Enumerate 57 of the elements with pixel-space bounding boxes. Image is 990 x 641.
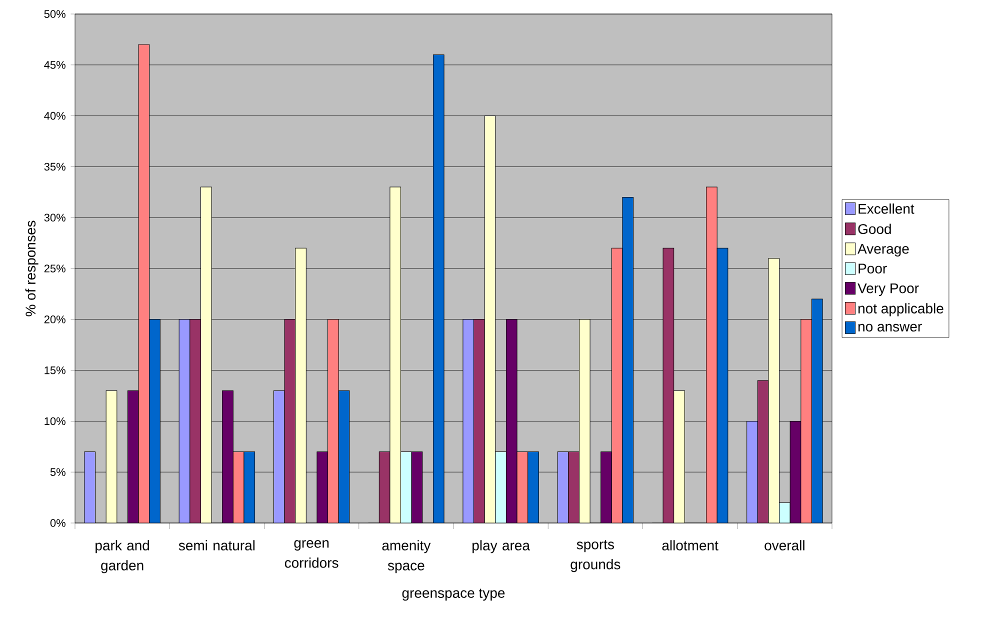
bar — [800, 319, 812, 523]
bar — [757, 380, 769, 523]
x-tick-label: semi natural — [178, 540, 255, 550]
x-tick-label: sports grounds — [570, 540, 620, 572]
x-tick-label: park and garden — [96, 540, 150, 574]
bar — [273, 390, 285, 523]
y-tick-label: 5% — [50, 468, 66, 476]
bar — [506, 319, 518, 523]
bar — [316, 451, 328, 523]
x-tick-label: green corridors — [284, 540, 338, 568]
legend-label: Excellent — [858, 204, 914, 214]
bar — [611, 248, 623, 523]
x-axis-title: greenspace type — [402, 588, 505, 601]
bar — [600, 451, 612, 523]
bar — [557, 451, 569, 523]
bar — [516, 451, 528, 523]
y-tick-label: 50% — [44, 10, 66, 18]
bar — [138, 44, 150, 523]
legend-label: Average — [858, 244, 909, 257]
legend-label: Very Poor — [858, 283, 919, 296]
y-tick-label: 0% — [50, 519, 66, 527]
bar — [462, 319, 474, 523]
bar — [706, 186, 718, 523]
legend-label: Poor — [858, 264, 887, 274]
y-axis-title: % of responses — [25, 220, 38, 316]
y-tick-label: 25% — [44, 264, 66, 272]
bar — [746, 420, 758, 523]
bar — [284, 319, 296, 523]
legend-label: not applicable — [858, 303, 944, 316]
bar — [411, 451, 423, 523]
y-tick-label: 15% — [44, 366, 66, 374]
bar — [779, 502, 790, 523]
y-tick-label: 10% — [44, 417, 66, 426]
y-tick-label: 20% — [44, 316, 66, 324]
bar — [190, 319, 201, 523]
legend-label: no answer — [858, 324, 922, 332]
bar — [568, 451, 580, 523]
bar — [127, 390, 139, 523]
bar — [222, 390, 234, 523]
y-tick-label: 30% — [44, 214, 66, 222]
y-tick-label: 45% — [44, 61, 66, 69]
bar — [328, 319, 339, 523]
x-tick-label: allotment — [662, 540, 718, 550]
bar — [378, 451, 390, 523]
x-tick-label: play area — [472, 540, 530, 554]
bar — [495, 451, 506, 523]
bar — [400, 451, 412, 523]
bar — [178, 319, 190, 523]
bar — [662, 248, 674, 523]
bar — [232, 451, 244, 523]
bar — [474, 319, 485, 523]
legend-label: Good — [858, 224, 891, 234]
x-tick-label: overall — [764, 540, 804, 550]
bar — [84, 451, 96, 523]
y-tick-label: 35% — [44, 162, 66, 171]
bar — [790, 420, 802, 523]
y-tick-label: 40% — [44, 112, 66, 120]
